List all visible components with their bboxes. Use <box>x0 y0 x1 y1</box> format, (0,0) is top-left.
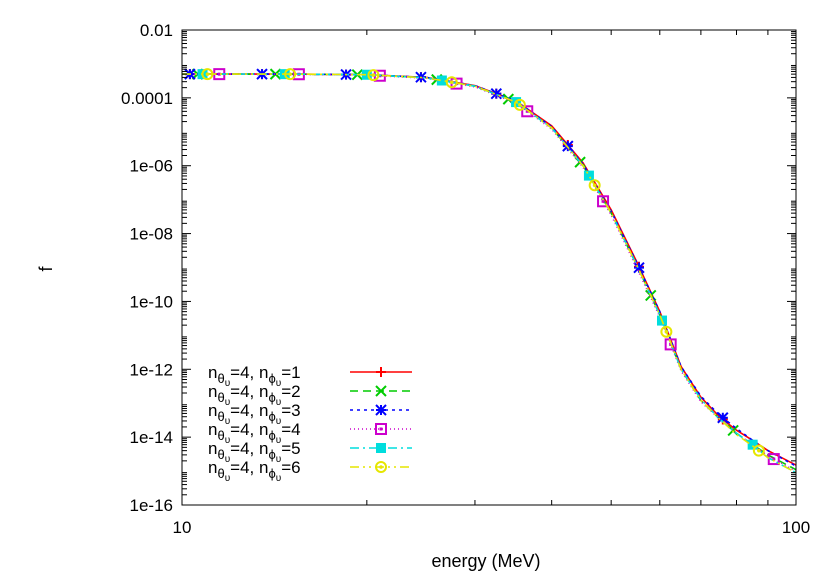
circle-marker <box>588 179 601 192</box>
circle-marker <box>445 76 458 89</box>
y-tick-label: 1e-06 <box>130 157 173 176</box>
y-tick-label: 0.0001 <box>121 89 173 108</box>
circle-marker <box>284 68 297 81</box>
x-tick-label: 100 <box>782 518 810 537</box>
legend-entry-4: nθυ=4, nϕυ=4 <box>208 420 412 446</box>
x-tick-label: 10 <box>173 518 192 537</box>
cross-marker <box>375 385 387 397</box>
circle-marker <box>513 98 526 111</box>
square-marker <box>521 105 534 118</box>
circle-marker <box>660 325 673 338</box>
x-axis-label: energy (MeV) <box>431 551 540 571</box>
y-axis-label: f <box>36 266 56 272</box>
legend-entry-2: nθυ=4, nϕυ=2 <box>208 382 412 408</box>
square-marker <box>375 423 387 435</box>
circle-marker <box>201 68 214 81</box>
y-tick-label: 1e-12 <box>130 360 173 379</box>
square-marker <box>767 453 780 466</box>
y-tick-label: 1e-08 <box>130 225 173 244</box>
legend-label: nθυ=4, nϕυ=4 <box>208 420 301 446</box>
star-marker <box>375 404 387 416</box>
filled-square-marker <box>361 69 372 80</box>
legend-label: nθυ=4, nϕυ=2 <box>208 382 301 408</box>
legend-label: nθυ=4, nϕυ=3 <box>208 401 301 427</box>
plus-marker <box>376 367 386 377</box>
y-tick-label: 0.01 <box>140 21 173 40</box>
circle-marker <box>367 69 380 82</box>
legend-entry-1: nθυ=4, nϕυ=1 <box>208 363 412 389</box>
filled-square-marker <box>436 75 447 86</box>
legend-label: nθυ=4, nϕυ=6 <box>208 458 301 484</box>
circle-marker <box>752 444 765 457</box>
filled-square-marker <box>747 439 758 450</box>
series-6-line <box>182 73 797 474</box>
legend-entry-3: nθυ=4, nϕυ=3 <box>208 401 412 427</box>
chart-marks <box>182 68 797 474</box>
series-4-line <box>182 73 797 472</box>
filled-square-marker <box>583 170 594 181</box>
circle-marker <box>375 461 387 473</box>
y-tick-label: 1e-16 <box>130 496 173 515</box>
filled-square-marker <box>376 443 386 453</box>
series-3-line <box>182 73 797 467</box>
axis-ticks: 0.01 0.0001 1e-06 1e-08 1e-10 1e-12 1e-14 1e-16… <box>121 21 810 537</box>
legend-label: nθυ=4, nϕυ=1 <box>208 363 301 389</box>
square-marker <box>597 195 610 208</box>
y-tick-label: 1e-10 <box>130 292 173 311</box>
legend-entry-6: nθυ=4, nϕυ=6 <box>208 458 412 484</box>
legend-label: nθυ=4, nϕυ=5 <box>208 439 301 465</box>
y-tick-label: 1e-14 <box>130 428 173 447</box>
plot-frame <box>181 29 797 506</box>
legend-entry-5: nθυ=4, nϕυ=5 <box>208 439 412 465</box>
